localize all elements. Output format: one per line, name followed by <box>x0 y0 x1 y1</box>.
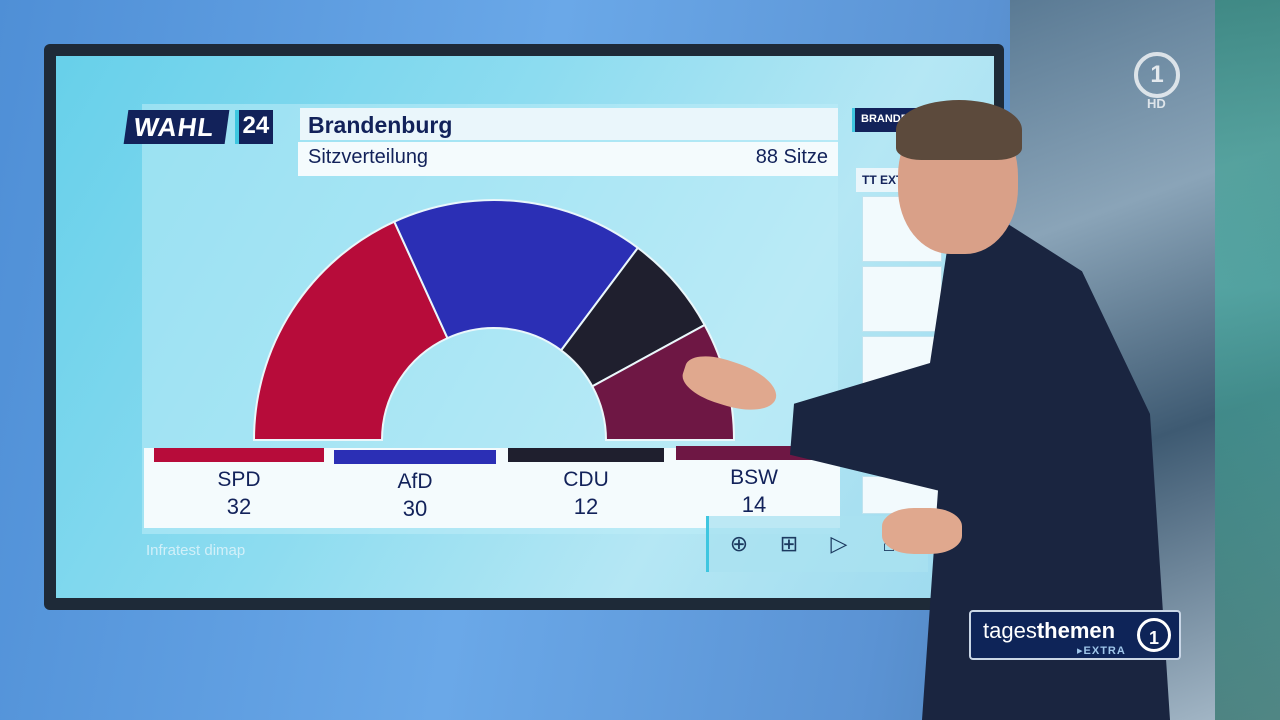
ard-one-icon: 1 <box>1137 618 1171 652</box>
wahl-logo: WAHL 24 <box>123 110 274 144</box>
legend-label-spd: SPD <box>217 468 261 491</box>
play-icon[interactable]: ▷ <box>830 531 848 556</box>
tt-word-bold: themen <box>1036 618 1116 643</box>
hd-label: HD <box>1147 96 1166 111</box>
ard-channel-bug-icon: 1 <box>1134 52 1180 98</box>
legend-bar-cdu <box>508 448 664 462</box>
tt-word-regular: tages <box>983 618 1037 643</box>
legend-label-bsw: BSW <box>730 466 778 489</box>
seat-segment-afd <box>392 199 640 352</box>
legend-bar-afd <box>334 450 496 464</box>
square-plus-icon[interactable]: ⊞ <box>779 531 799 556</box>
legend-value-cdu: 12 <box>573 494 599 519</box>
legend-value-afd: 30 <box>402 496 428 521</box>
hemicycle-chart <box>252 199 736 441</box>
thumbnail-hemicycle[interactable] <box>862 266 942 332</box>
logo-wahl-text: WAHL <box>123 110 229 144</box>
logo-year: 24 <box>234 110 274 144</box>
total-seats: 88 Sitze <box>755 146 828 168</box>
legend-label-cdu: CDU <box>563 468 609 491</box>
legend-label-afd: AfD <box>397 470 433 493</box>
tagesthemen-wordmark: tagesthemen <box>983 618 1115 644</box>
circle-plus-icon[interactable]: ⊕ <box>729 531 749 556</box>
studio-light-strip <box>1215 0 1280 720</box>
presenter-hair <box>896 100 1022 160</box>
legend-item-spd: SPD 32 <box>154 448 324 520</box>
legend-value-bsw: 14 <box>741 492 767 517</box>
presenter-hand-lower <box>882 508 962 554</box>
tagesthemen-logo: tagesthemen ▸EXTRA 1 <box>969 610 1181 660</box>
legend-bar-spd <box>154 448 324 462</box>
data-source: Infratest dimap <box>146 542 246 559</box>
legend-item-cdu: CDU 12 <box>508 448 664 520</box>
chart-subtitle-bar: Sitzverteilung 88 Sitze <box>298 142 838 176</box>
legend-value-spd: 32 <box>226 494 252 519</box>
seat-segment-bsw <box>590 323 736 441</box>
chart-title: Brandenburg <box>300 108 838 140</box>
tagesthemen-extra: ▸EXTRA <box>1077 645 1126 657</box>
chart-subtitle: Sitzverteilung <box>308 146 429 168</box>
seat-segment-spd <box>252 220 449 441</box>
legend-item-afd: AfD 30 <box>334 450 496 522</box>
chart-legend: SPD 32 AfD 30 CDU 12 BSW 14 <box>144 446 840 528</box>
